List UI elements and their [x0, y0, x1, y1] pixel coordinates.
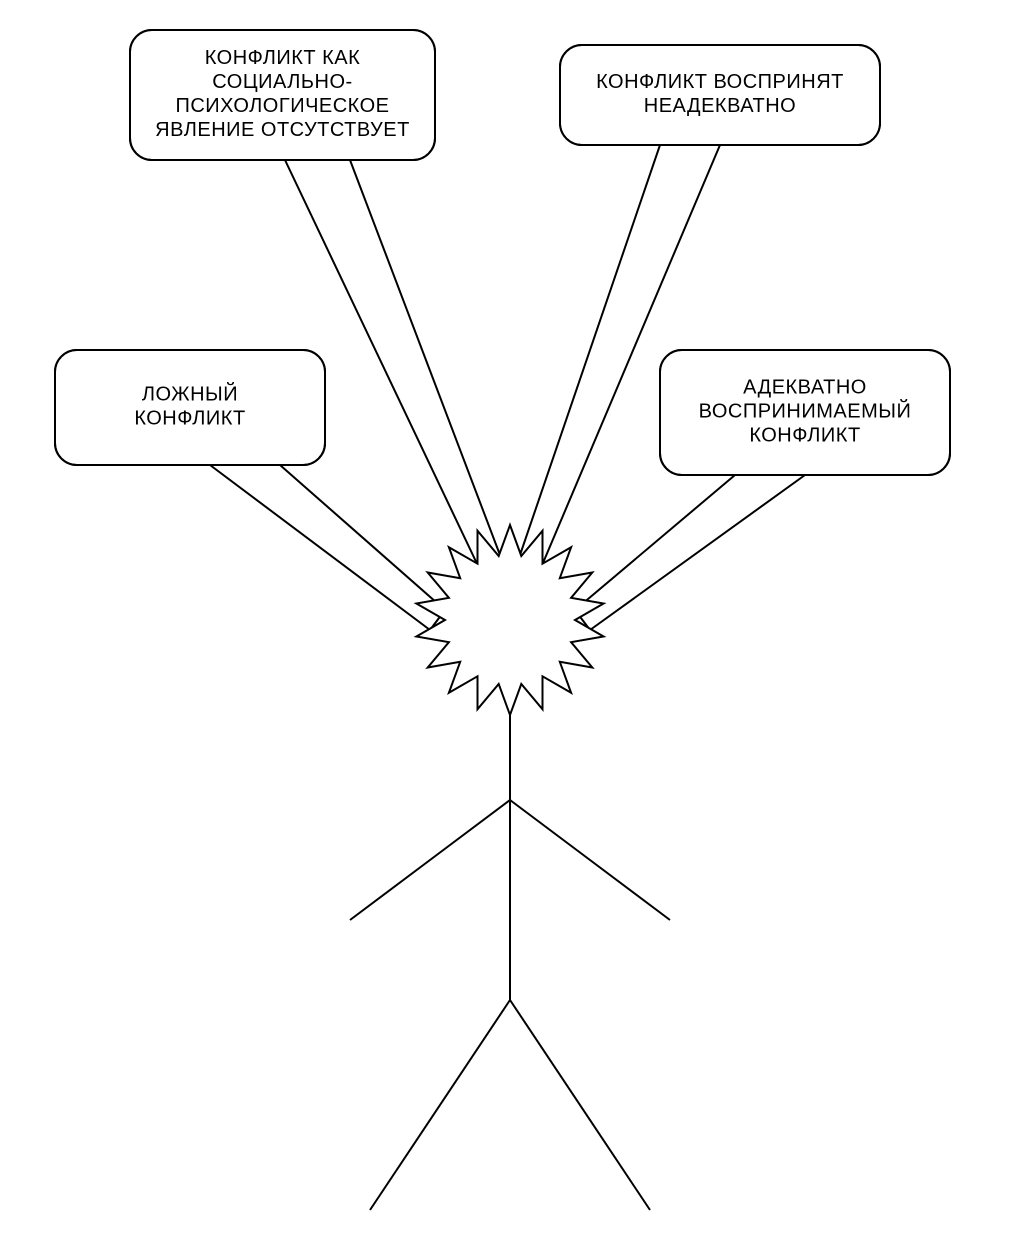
- bubble-tail: [210, 465, 445, 630]
- speech-bubble-mid_left: ЛОЖНЫЙКОНФЛИКТ: [55, 350, 445, 630]
- starburst-head-icon: [416, 525, 603, 715]
- speech-bubble-mid_right: АДЕКВАТНОВОСПРИНИМАЕМЫЙКОНФЛИКТ: [575, 350, 950, 630]
- speech-bubble-top_left: КОНФЛИКТ КАКСОЦИАЛЬНО-ПСИХОЛОГИЧЕСКОЕЯВЛ…: [130, 30, 500, 570]
- stick-figure: [350, 525, 670, 1210]
- conflict-perception-diagram: КОНФЛИКТ КАКСОЦИАЛЬНО-ПСИХОЛОГИЧЕСКОЕЯВЛ…: [0, 0, 1016, 1241]
- figure-arm-left: [350, 800, 510, 920]
- bubble-tail: [575, 475, 805, 630]
- speech-bubble-top_right: КОНФЛИКТ ВОСПРИНЯТНЕАДЕКВАТНО: [520, 45, 880, 570]
- figure-leg-left: [370, 1000, 510, 1210]
- figure-arm-right: [510, 800, 670, 920]
- figure-leg-right: [510, 1000, 650, 1210]
